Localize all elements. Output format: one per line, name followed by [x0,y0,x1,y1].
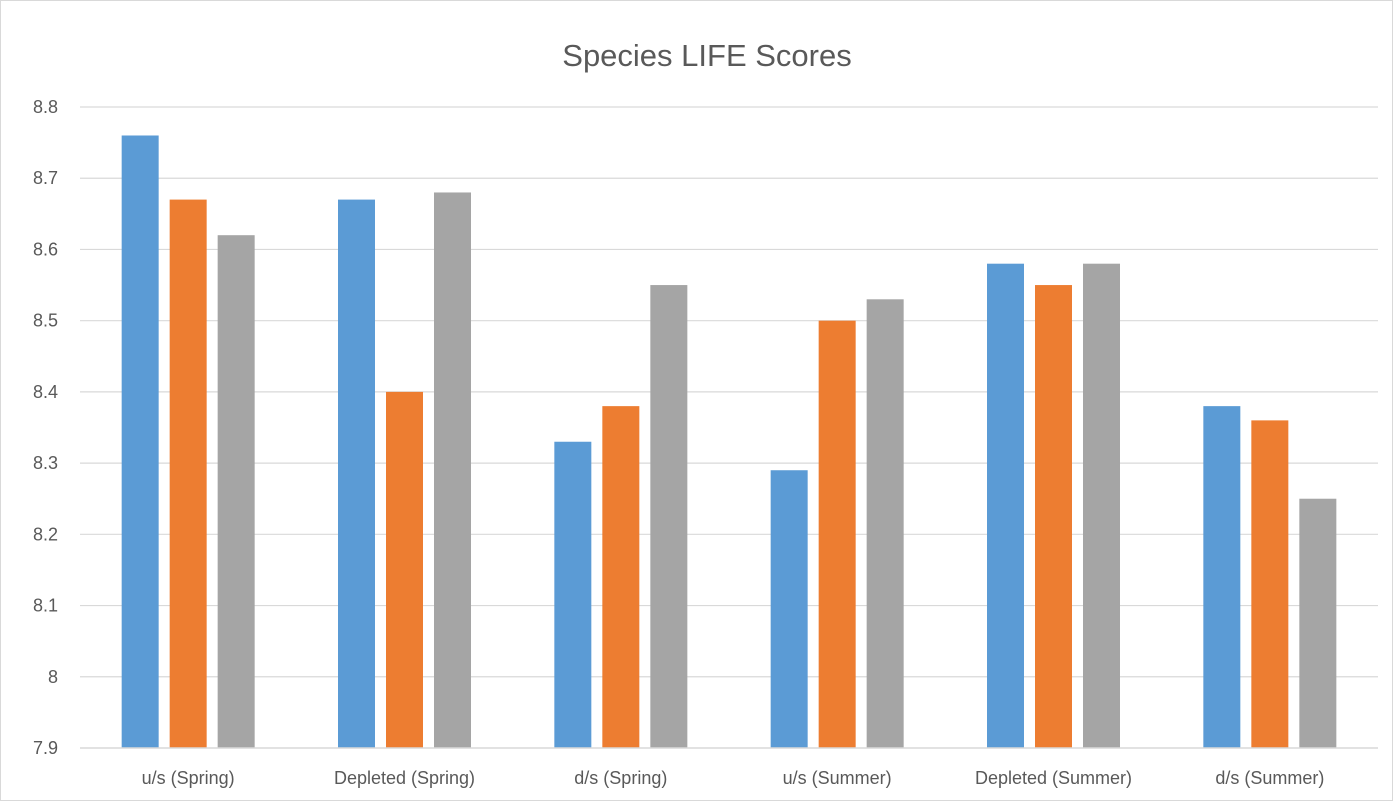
x-category-label: d/s (Spring) [574,768,667,788]
y-tick-label: 8.2 [33,524,58,544]
x-category-label: Depleted (Spring) [334,768,475,788]
x-axis-labels: u/s (Spring) Depleted (Spring) d/s (Spring… [142,768,1325,788]
x-category-label: u/s (Summer) [783,768,892,788]
bar [866,299,904,748]
y-tick-label: 8.1 [33,596,58,616]
x-category-label: Depleted (Summer) [975,768,1132,788]
bar [1203,406,1241,748]
y-tick-label: 7.9 [33,738,58,758]
bar [602,406,640,748]
chart-title: Species LIFE Scores [562,38,851,73]
x-category-label: u/s (Spring) [142,768,235,788]
bar [650,285,688,748]
y-axis-ticks: 7.9 8 8.1 8.2 8.3 8.4 8.5 8.6 8.7 8.8 [33,97,58,758]
y-tick-label: 8.5 [33,311,58,331]
gridlines [80,106,1378,678]
y-tick-label: 8 [48,667,58,687]
bar [169,199,207,749]
bar [554,441,592,748]
bar [1083,263,1120,748]
bar [818,320,856,748]
bar [1251,420,1289,748]
y-tick-label: 8.8 [33,97,58,117]
y-tick-label: 8.3 [33,453,58,473]
bar [770,470,808,748]
bar [338,199,375,749]
bar [434,192,471,748]
y-tick-label: 8.7 [33,168,58,188]
bar [121,135,159,748]
bar [386,391,423,748]
bar [1299,498,1337,748]
bar [987,263,1024,748]
bar [217,235,255,748]
x-category-label: d/s (Summer) [1215,768,1324,788]
bars [121,135,1337,749]
bar [1035,285,1072,748]
y-tick-label: 8.6 [33,239,58,259]
y-tick-label: 8.4 [33,382,58,402]
